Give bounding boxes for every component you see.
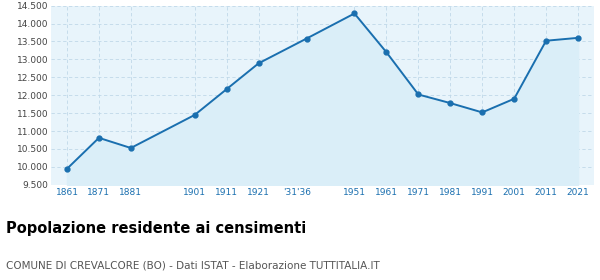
Text: Popolazione residente ai censimenti: Popolazione residente ai censimenti bbox=[6, 221, 306, 236]
Text: COMUNE DI CREVALCORE (BO) - Dati ISTAT - Elaborazione TUTTITALIA.IT: COMUNE DI CREVALCORE (BO) - Dati ISTAT -… bbox=[6, 260, 380, 270]
